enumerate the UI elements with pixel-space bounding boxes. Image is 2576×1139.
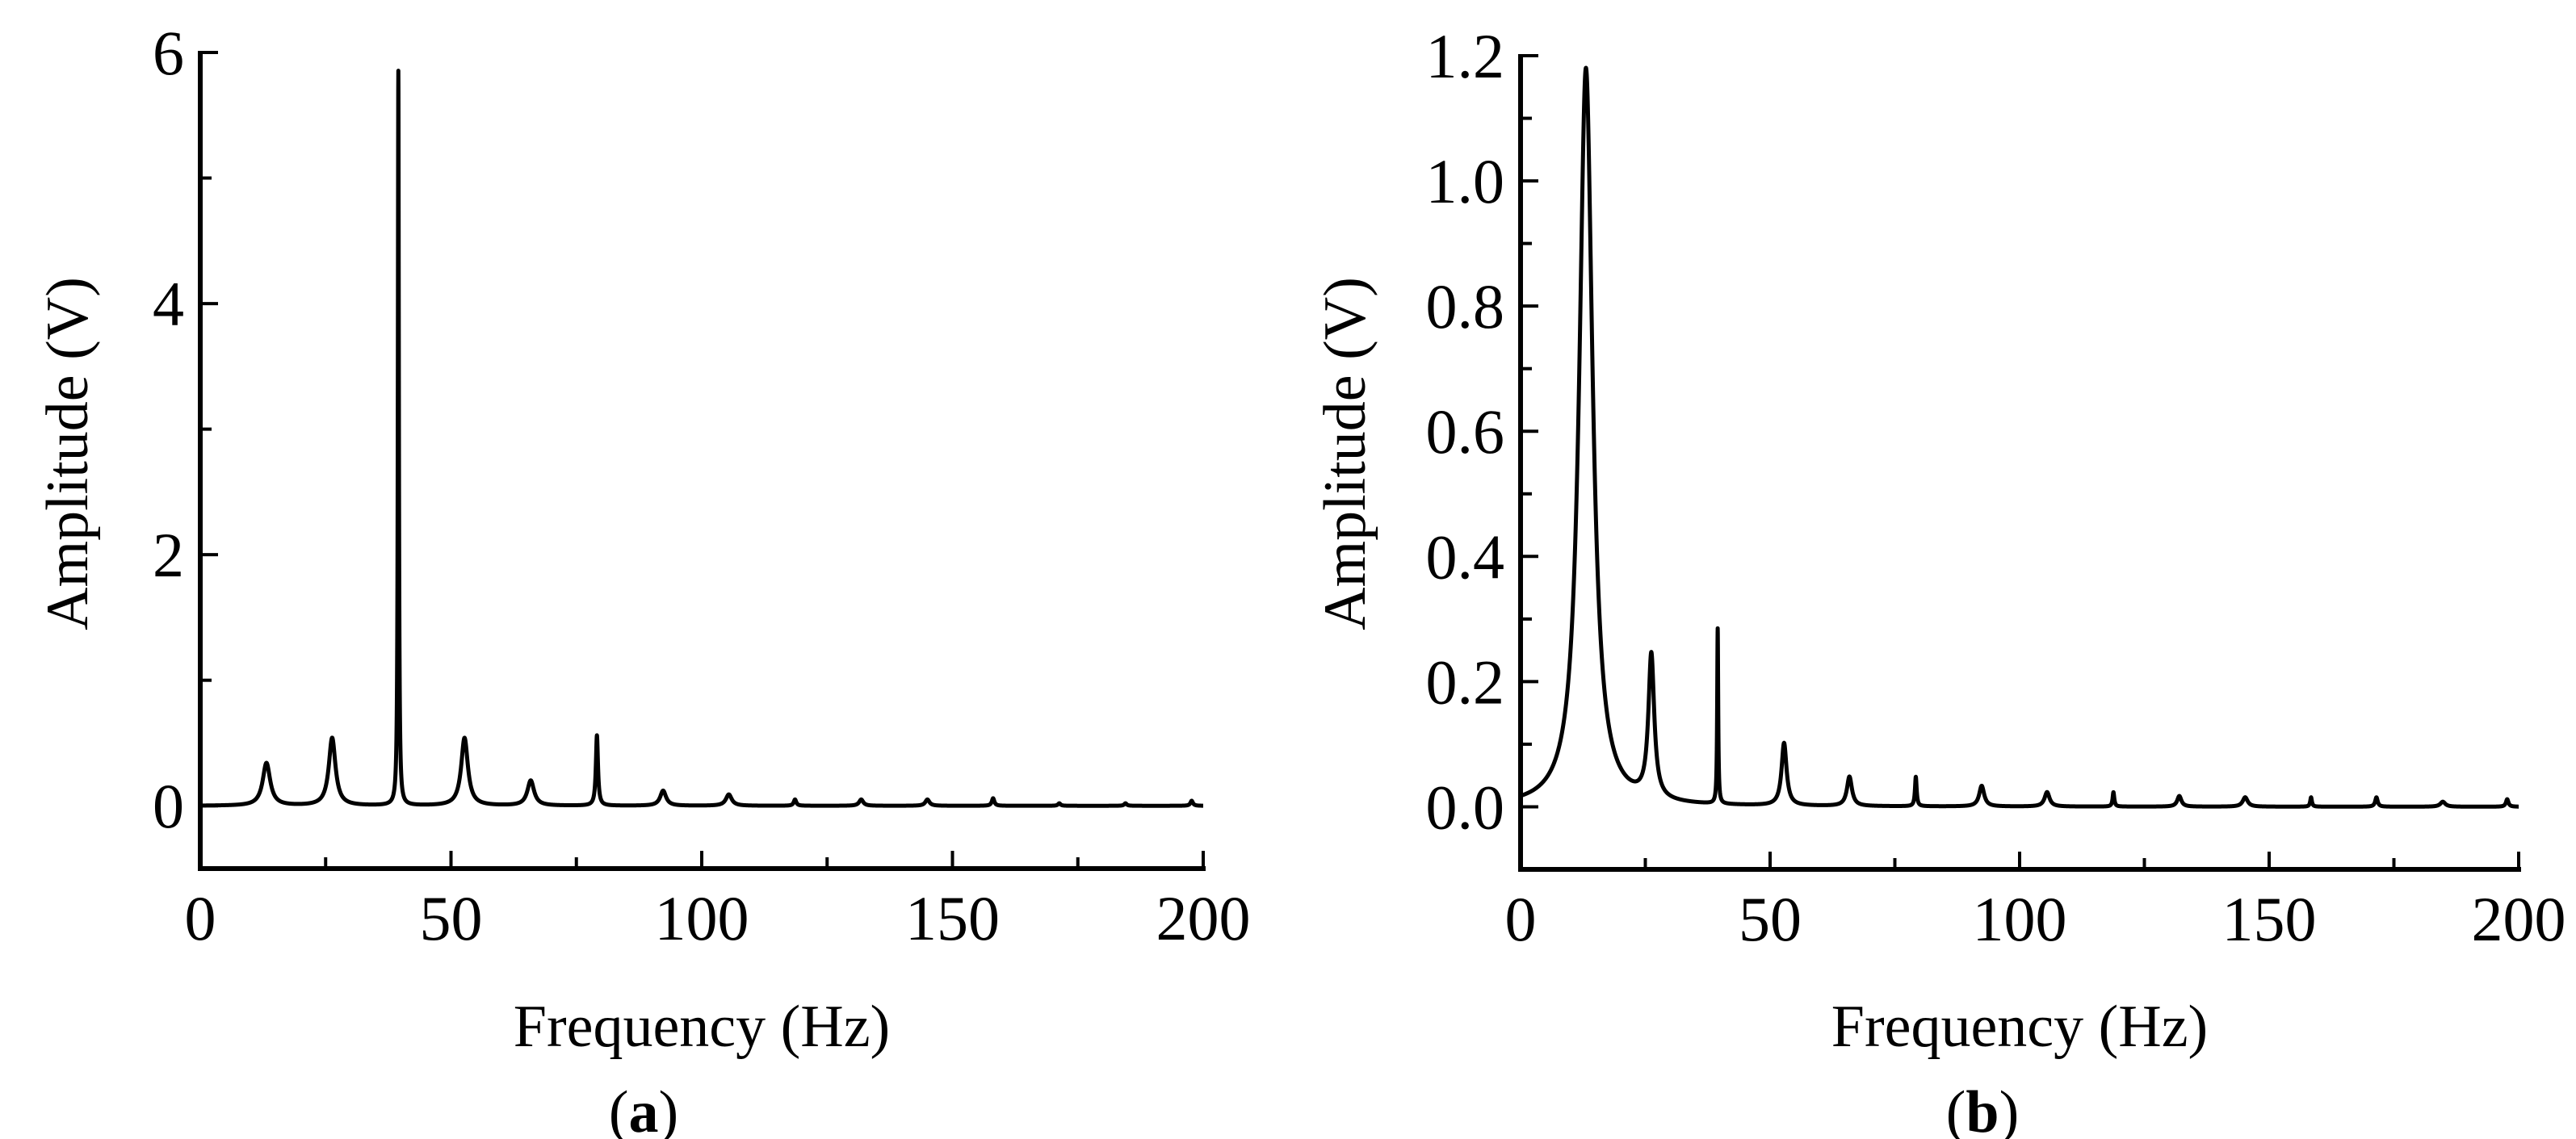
x-axis-title-a: Frequency (Hz) <box>514 994 890 1060</box>
axes-a <box>198 51 1206 871</box>
x-tick-label: 200 <box>2472 884 2566 954</box>
x-tick-label: 0 <box>185 883 216 953</box>
x-tick-label: 150 <box>2222 884 2317 954</box>
x-tick-label: 0 <box>1505 884 1537 954</box>
y-tick-label: 0.4 <box>1426 521 1505 592</box>
y-axis-title-a: Amplitude (V) <box>35 277 101 630</box>
x-tick-label: 100 <box>655 883 749 953</box>
y-tick-label: 0 <box>153 771 184 841</box>
y-tick-label: 6 <box>153 18 184 88</box>
x-axis-title-b: Frequency (Hz) <box>1831 994 2208 1060</box>
x-tick-label: 50 <box>420 883 483 953</box>
tick-labels-a: 0 50 100 150 200 0 2 4 6 <box>153 18 1251 953</box>
x-tick-label: 100 <box>1973 884 2067 954</box>
spectrum-line-b <box>1518 65 2521 809</box>
y-tick-label: 0.0 <box>1426 772 1505 842</box>
chart-panel-a: 0 50 100 150 200 0 2 4 6 Frequency (Hz) Amplitud… <box>35 18 1251 1139</box>
y-tick-label: 4 <box>153 269 184 339</box>
y-tick-label: 0.8 <box>1426 271 1505 341</box>
y-axis-title-b: Amplitude (V) <box>1312 277 1378 630</box>
y-tick-label: 1.2 <box>1426 21 1505 91</box>
panel-label-b: (b) <box>1946 1079 2019 1139</box>
spectrum-line-a <box>198 69 1206 808</box>
tick-labels-b: 0 50 100 150 200 0.0 0.2 0.4 0.6 0.8 1.0 1.2 <box>1426 21 2566 954</box>
panel-label-a: (a) <box>609 1079 678 1139</box>
y-tick-label: 2 <box>153 520 184 590</box>
x-tick-label: 150 <box>905 883 1000 953</box>
y-tick-label: 1.0 <box>1426 146 1505 216</box>
chart-panel-b: 0 50 100 150 200 0.0 0.2 0.4 0.6 0.8 1.0 1.2 Freque… <box>1312 21 2566 1139</box>
axes-b <box>1518 54 2521 872</box>
y-tick-label: 0.6 <box>1426 396 1505 467</box>
y-tick-label: 0.2 <box>1426 647 1505 717</box>
x-tick-label: 50 <box>1739 884 1802 954</box>
x-tick-label: 200 <box>1156 883 1251 953</box>
